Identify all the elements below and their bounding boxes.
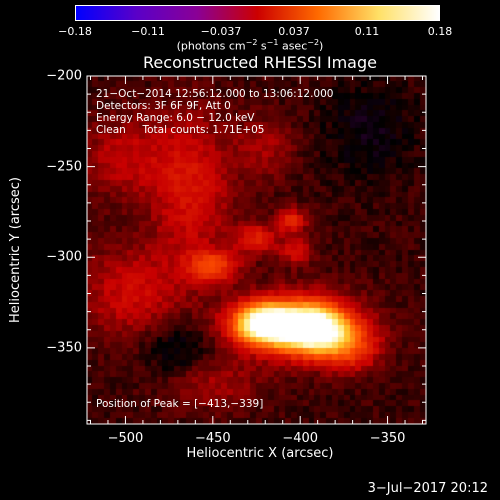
x-axis-label: Heliocentric X (arcsec): [186, 446, 334, 461]
colorbar-tick-label: 0.11: [354, 25, 380, 38]
y-tick-label: −300: [46, 249, 82, 265]
colorbar-tick-label: −0.11: [131, 25, 165, 38]
annotation-energy: Energy Range: 6.0 − 12.0 keV: [96, 112, 255, 124]
y-axis-label: Heliocentric Y (arcsec): [8, 177, 23, 323]
y-tick-label: −200: [46, 68, 82, 84]
annotation-peak: Position of Peak = [−413,−339]: [96, 398, 264, 410]
x-tick-label: −450: [194, 431, 231, 446]
colorbar-tick-label: 0.18: [427, 25, 453, 38]
colorbar: [75, 5, 440, 21]
annotation-counts: Clean Total counts: 1.71E+05: [96, 124, 265, 136]
colorbar-tick-label: −0.037: [200, 25, 242, 38]
colorbar-tick-label: −0.18: [58, 25, 92, 38]
y-tick-label: −350: [46, 340, 82, 356]
colorbar-units: (photons cm−2 s−1 asec−2): [176, 38, 324, 53]
colorbar-tick-label: 0.037: [278, 25, 310, 38]
x-tick-label: −500: [107, 431, 144, 446]
annotation-time: 21−Oct−2014 12:56:12.000 to 13:06:12.000: [96, 88, 334, 100]
chart-title: Reconstructed RHESSI Image: [143, 53, 377, 72]
x-tick-label: −350: [369, 431, 406, 446]
plot-frame: [86, 75, 427, 425]
annotation-detectors: Detectors: 3F 6F 9F, Att 0: [96, 100, 231, 112]
date-stamp: 3−Jul−2017 20:12: [367, 481, 488, 496]
x-tick-label: −400: [282, 431, 319, 446]
heatmap-image: [87, 76, 426, 424]
y-tick-label: −250: [46, 159, 82, 175]
